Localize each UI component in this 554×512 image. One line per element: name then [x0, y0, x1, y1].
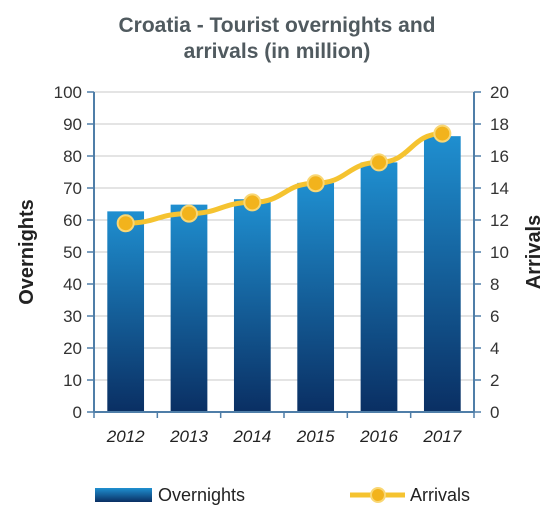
bar-overnights-2016 [360, 162, 398, 412]
bar-overnights-2014 [233, 199, 271, 412]
y-tick-label-left: 50 [63, 243, 82, 262]
x-tick-label: 2015 [296, 427, 335, 446]
point-arrivals-2016 [370, 153, 388, 172]
point-arrivals-2013 [180, 204, 198, 223]
chart-title-line-1: Croatia - Tourist overnights and [119, 14, 436, 37]
legend-swatch-overnights [95, 488, 152, 502]
x-tick-label: 2016 [359, 427, 398, 446]
y-tick-label-left: 100 [54, 83, 82, 102]
y-tick-label-left: 10 [63, 371, 82, 390]
y-tick-label-right: 6 [490, 307, 499, 326]
y-tick-label-right: 12 [490, 211, 509, 230]
x-tick-label: 2013 [169, 427, 208, 446]
tick-labels: 0 10 20 30 40 50 60 70 80 90 100 0 2 4 6 8 10 12 14 16 18 20 2… [54, 83, 509, 446]
x-tick-label: 2012 [106, 427, 145, 446]
point-arrivals-2012 [116, 214, 135, 233]
point-arrivals-2015 [306, 174, 325, 193]
x-tick-label: 2017 [422, 427, 461, 446]
axes [87, 91, 481, 418]
y-tick-label-right: 0 [490, 403, 499, 422]
legend: Overnights Arrivals [95, 485, 470, 505]
bar-series [107, 136, 461, 412]
y-tick-label-right: 10 [490, 243, 509, 262]
legend-swatch-arrivals-marker [370, 487, 386, 503]
line-series [116, 124, 452, 233]
y-tick-label-right: 20 [490, 83, 509, 102]
y-tick-label-right: 16 [490, 147, 509, 166]
bar-overnights-2017 [423, 136, 461, 412]
bar-overnights-2012 [107, 211, 145, 412]
point-arrivals-2017 [433, 124, 452, 143]
bar-overnights-2015 [297, 182, 335, 412]
point-arrivals-2014 [243, 193, 262, 212]
legend-label-arrivals: Arrivals [410, 485, 470, 505]
y-tick-label-left: 60 [63, 211, 82, 230]
y-axis-title-left: Overnights [16, 199, 38, 305]
y-tick-label-left: 90 [63, 115, 82, 134]
y-tick-label-right: 18 [490, 115, 509, 134]
y-tick-label-left: 20 [63, 339, 82, 358]
y-tick-label-left: 80 [63, 147, 82, 166]
y-tick-label-left: 30 [63, 307, 82, 326]
x-tick-label: 2014 [232, 427, 271, 446]
bar-overnights-2013 [170, 204, 208, 412]
y-tick-label-right: 4 [490, 339, 499, 358]
legend-label-overnights: Overnights [158, 485, 245, 505]
grid [94, 91, 474, 381]
y-tick-label-right: 14 [490, 179, 509, 198]
chart-title-line-2: arrivals (in million) [184, 40, 371, 63]
y-tick-label-left: 0 [73, 403, 82, 422]
y-tick-label-right: 8 [490, 275, 499, 294]
y-tick-label-left: 40 [63, 275, 82, 294]
y-tick-label-right: 2 [490, 371, 499, 390]
y-axis-title-right: Arrivals [523, 215, 545, 290]
y-tick-label-left: 70 [63, 179, 82, 198]
